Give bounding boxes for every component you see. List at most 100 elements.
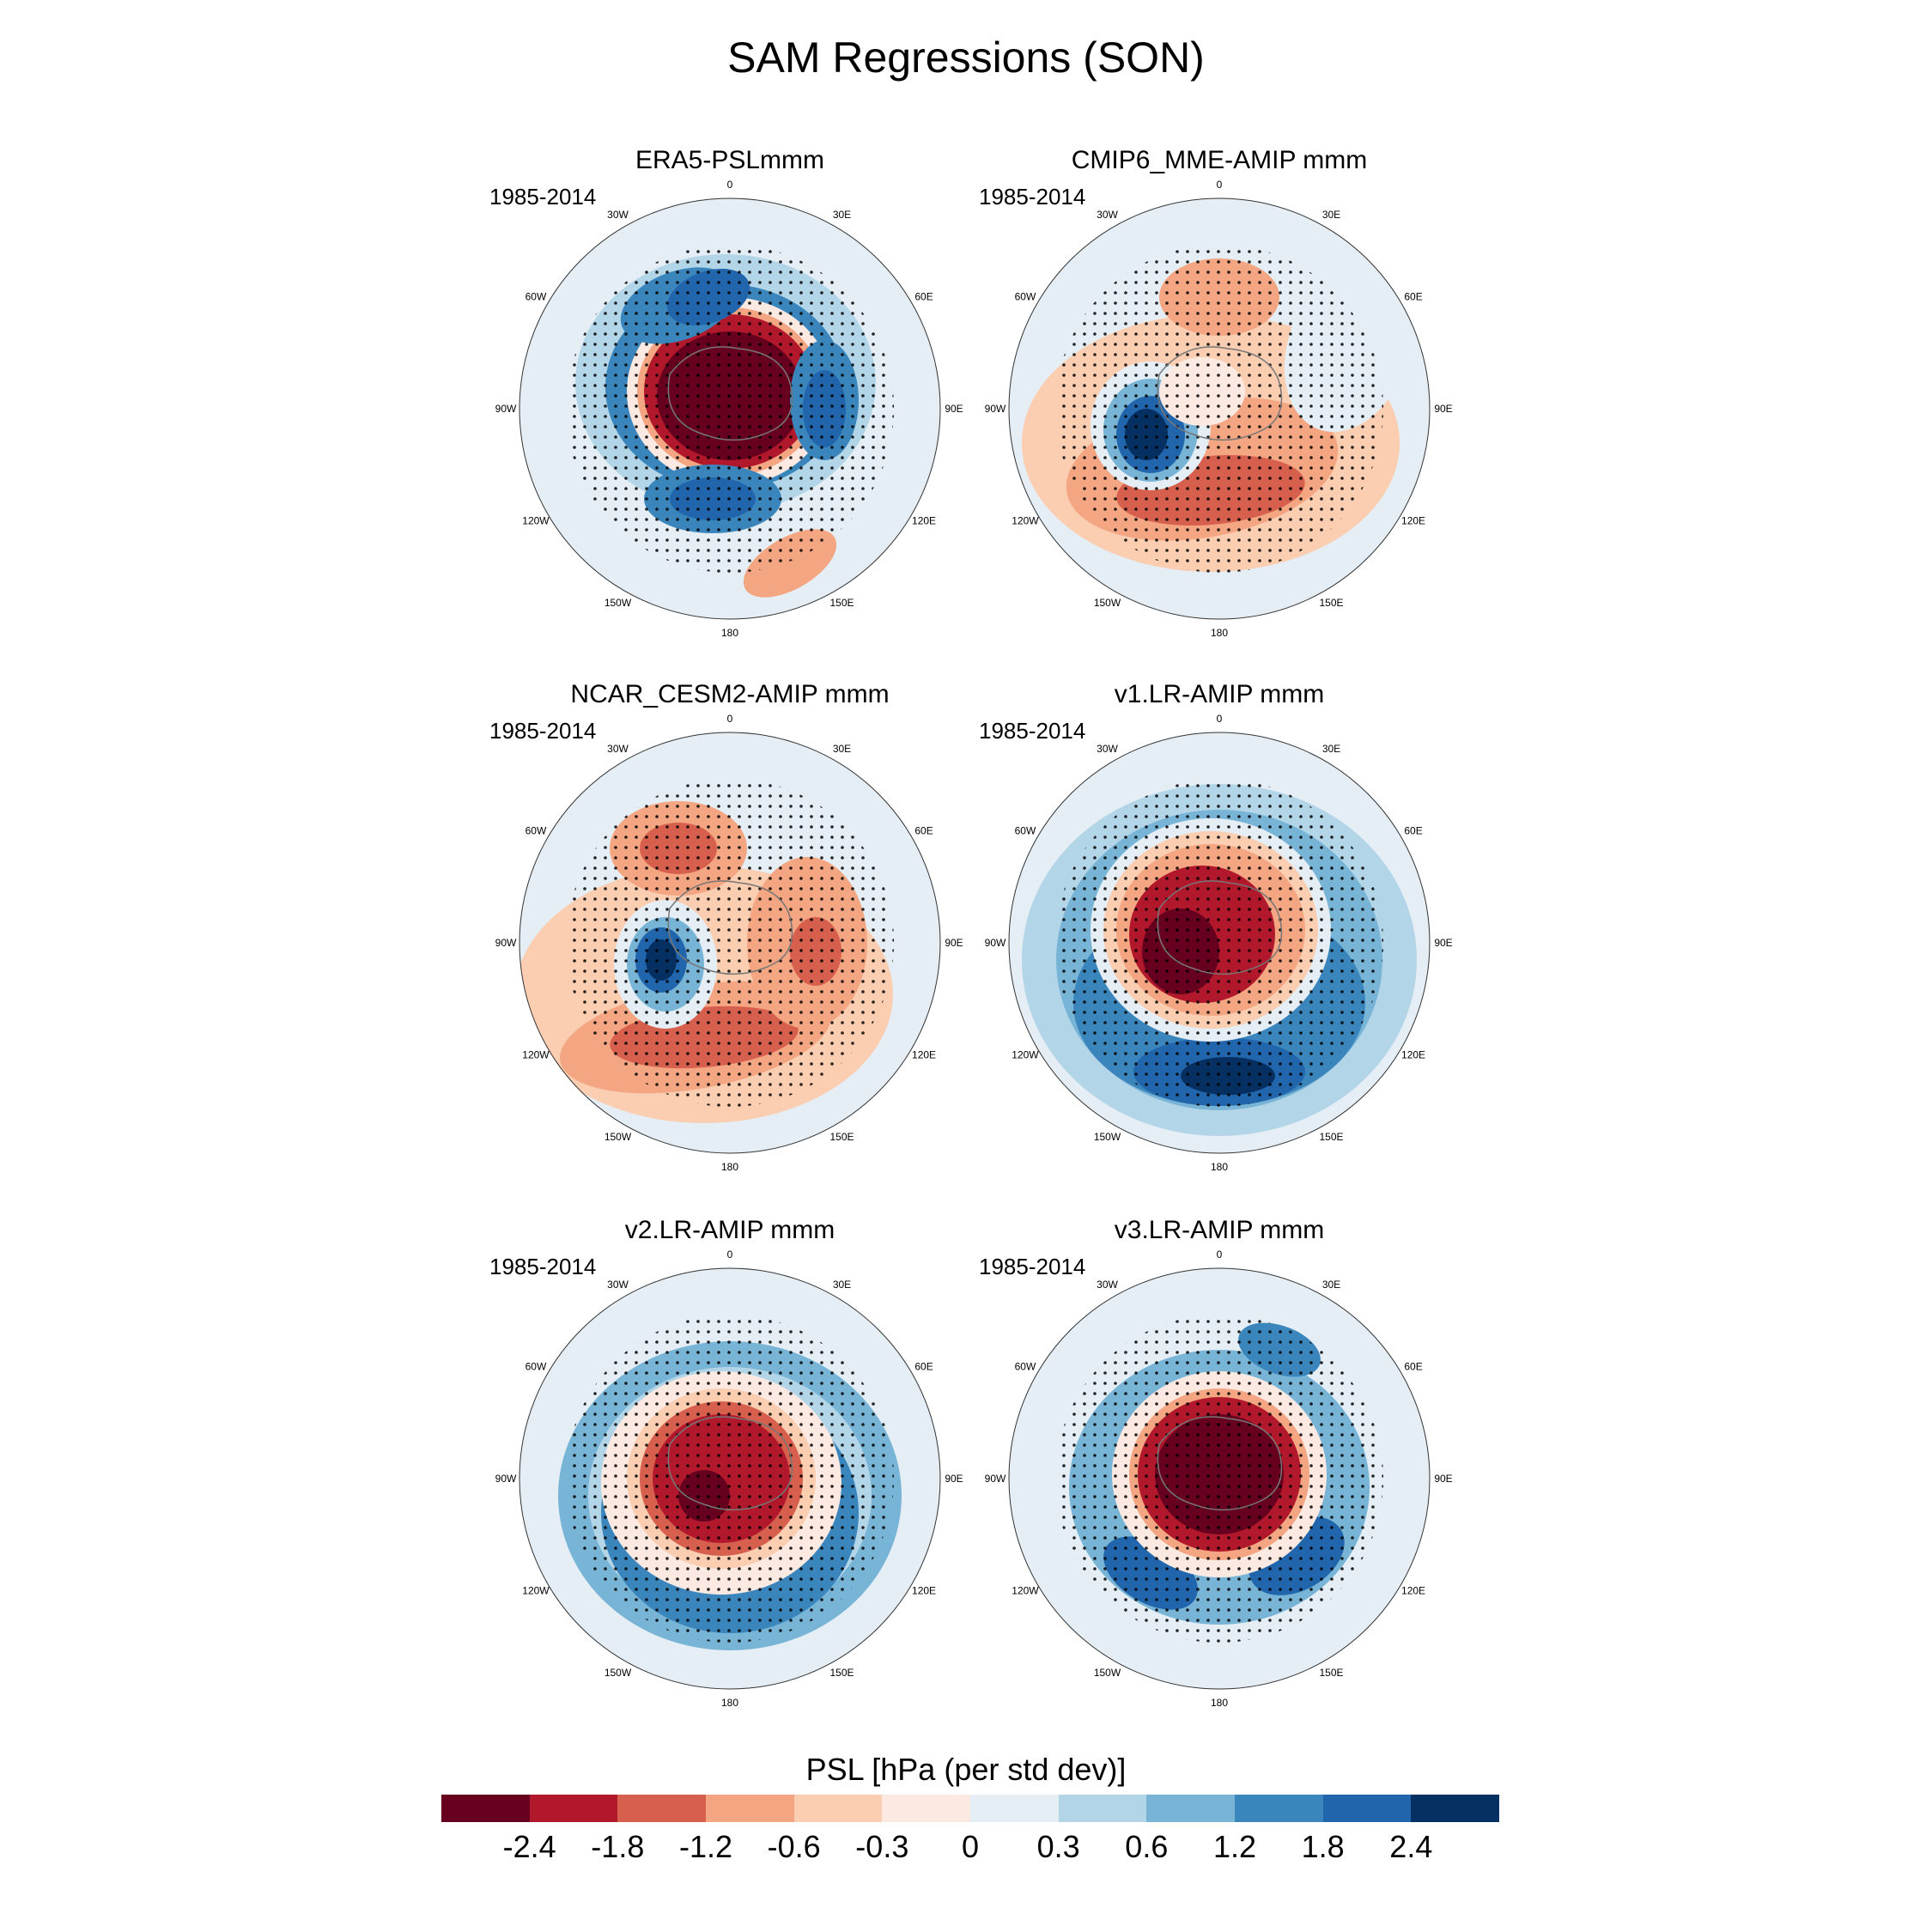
longitude-label: 150W: [1094, 1131, 1121, 1143]
colorbar-box: [1235, 1795, 1323, 1822]
map-boundary: [519, 197, 941, 620]
longitude-label: 150W: [1094, 597, 1121, 609]
longitude-label: 30E: [833, 209, 851, 221]
polar-map: 0 30E 60E 90E 120E 150E 180 150W 120W 90W 60W 30W: [985, 179, 1453, 639]
polar-map: 0 30E 60E 90E 120E 150E 180 150W 120W 90W 60W 30W: [985, 1249, 1453, 1709]
antarctica-coastline: [1157, 346, 1283, 441]
longitude-label: 90E: [1434, 1473, 1452, 1485]
longitude-label: 60E: [1404, 291, 1422, 303]
longitude-label: 180: [721, 627, 738, 639]
colorbar-tick-label: -2.4: [502, 1829, 556, 1864]
longitude-label: 30E: [1322, 209, 1340, 221]
panel-period: 1985-2014: [489, 184, 597, 210]
panel-title: v2.LR-AMIP mmm: [624, 1216, 835, 1244]
longitude-label: 120E: [1401, 515, 1425, 527]
antarctica-coastline: [667, 346, 793, 441]
longitude-label: 180: [1211, 1697, 1228, 1709]
panel-cesm2: 0 30E 60E 90E 120E 150E 180 150W 120W 90W 60W 30W NC…: [489, 680, 970, 1212]
panel-era5: 0 30E 60E 90E 120E 150E 180 150W 120W 90W 60W 30W ER…: [489, 146, 970, 678]
longitude-label: 150W: [605, 597, 632, 609]
longitude-label: 120E: [1401, 1049, 1425, 1061]
longitude-label: 120W: [522, 1049, 550, 1061]
longitude-label: 90W: [495, 1473, 517, 1485]
longitude-label: 60E: [914, 1361, 933, 1373]
longitude-label: 150E: [1319, 597, 1343, 609]
longitude-label: 30W: [1097, 209, 1118, 221]
panel-period: 1985-2014: [489, 718, 597, 744]
longitude-label: 90W: [495, 403, 517, 415]
longitude-label: 30W: [1097, 743, 1118, 755]
significance-stippling: [565, 244, 895, 574]
colorbar-tick-label: -1.2: [678, 1829, 733, 1864]
panel-title: ERA5-PSLmmm: [635, 146, 825, 174]
longitude-label: 90E: [945, 937, 963, 949]
panel-period: 1985-2014: [979, 718, 1086, 744]
longitude-label: 30E: [1322, 1279, 1340, 1291]
longitude-label: 30W: [607, 743, 629, 755]
panel-v3: 0 30E 60E 90E 120E 150E 180 150W 120W 90W 60W 30W v3…: [979, 1216, 1460, 1748]
polar-map: 0 30E 60E 90E 120E 150E 180 150W 120W 90W 60W 30W: [495, 713, 963, 1173]
panel-title: v1.LR-AMIP mmm: [1114, 680, 1325, 708]
colorbar-box: [1322, 1795, 1412, 1822]
longitude-label: 30E: [1322, 743, 1340, 755]
map-boundary: [519, 732, 941, 1154]
longitude-label: 150W: [605, 1131, 632, 1143]
map-boundary: [1008, 197, 1431, 620]
colorbar-tick-label: 0.3: [1036, 1829, 1080, 1864]
map-boundary: [1008, 1267, 1431, 1690]
longitude-label: 120W: [1012, 515, 1039, 527]
colorbar-box: [1058, 1795, 1147, 1822]
longitude-label: 90E: [1434, 937, 1452, 949]
colorbar-tick-label: -0.6: [767, 1829, 821, 1864]
colorbar-box: [529, 1795, 618, 1822]
longitude-label: 120W: [1012, 1585, 1039, 1597]
significance-stippling: [1054, 244, 1384, 574]
significance-stippling: [565, 1314, 895, 1643]
longitude-label: 180: [721, 1697, 738, 1709]
longitude-label: 30W: [1097, 1279, 1118, 1291]
colorbar-box: [1146, 1795, 1236, 1822]
colorbar-tick-label: 1.2: [1212, 1829, 1257, 1864]
colorbar-tick-label: -1.8: [591, 1829, 645, 1864]
longitude-label: 90W: [985, 937, 1006, 949]
longitude-label: 90W: [985, 403, 1006, 415]
antarctica-coastline: [1157, 880, 1283, 975]
longitude-label: 180: [1211, 1161, 1228, 1173]
figure-title: SAM Regressions (SON): [727, 33, 1205, 82]
longitude-label: 60E: [914, 825, 933, 837]
longitude-label: 0: [727, 179, 733, 191]
colorbar-box: [706, 1795, 794, 1822]
longitude-label: 60W: [526, 1361, 547, 1373]
panel-v2: 0 30E 60E 90E 120E 150E 180 150W 120W 90W 60W 30W v2…: [489, 1216, 970, 1748]
longitude-label: 150E: [829, 1131, 854, 1143]
polar-map: 0 30E 60E 90E 120E 150E 180 150W 120W 90W 60W 30W: [985, 713, 1453, 1173]
polar-map: 0 30E 60E 90E 120E 150E 180 150W 120W 90W 60W 30W: [495, 179, 963, 639]
colorbar-title: PSL [hPa (per std dev)]: [805, 1752, 1127, 1787]
significance-stippling: [565, 778, 895, 1108]
colorbar-box: [1411, 1795, 1500, 1822]
longitude-label: 0: [1217, 1249, 1223, 1261]
panel-period: 1985-2014: [979, 1254, 1086, 1279]
antarctica-coastline: [667, 1416, 793, 1511]
panel-cmip6: 0 30E 60E 90E 120E 150E 180 150W 120W 90W 60W 30W CM…: [979, 146, 1460, 678]
colorbar-box: [882, 1795, 971, 1822]
colorbar-tick-label: 1.8: [1301, 1829, 1345, 1864]
longitude-label: 90E: [945, 1473, 963, 1485]
panel-title: CMIP6_MME-AMIP mmm: [1071, 146, 1368, 174]
map-boundary: [519, 1267, 941, 1690]
colorbar-box: [441, 1795, 530, 1822]
longitude-label: 120E: [912, 515, 936, 527]
longitude-label: 60W: [1015, 1361, 1036, 1373]
longitude-label: 30E: [833, 1279, 851, 1291]
antarctica-coastline: [1157, 1416, 1283, 1511]
longitude-label: 120E: [912, 1049, 936, 1061]
colorbar-tick-label: 0: [961, 1829, 980, 1864]
longitude-label: 150W: [605, 1667, 632, 1679]
panel-title: NCAR_CESM2-AMIP mmm: [570, 680, 890, 708]
longitude-label: 150W: [1094, 1667, 1121, 1679]
longitude-label: 120W: [1012, 1049, 1039, 1061]
panel-v1: 0 30E 60E 90E 120E 150E 180 150W 120W 90W 60W 30W v1…: [979, 680, 1460, 1212]
longitude-label: 60W: [1015, 825, 1036, 837]
longitude-label: 60W: [526, 825, 547, 837]
